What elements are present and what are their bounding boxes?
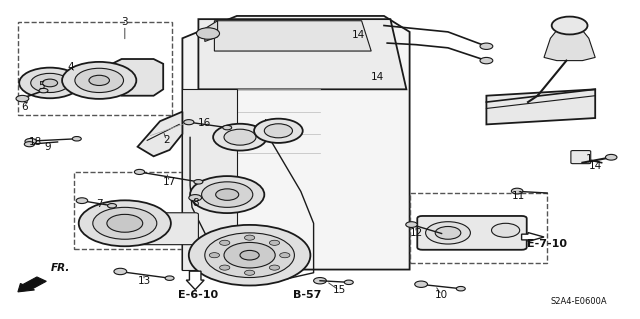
Circle shape	[269, 265, 280, 270]
Polygon shape	[182, 16, 410, 270]
Polygon shape	[205, 21, 218, 41]
Circle shape	[190, 176, 264, 213]
Circle shape	[492, 223, 520, 237]
Text: 10: 10	[435, 290, 448, 300]
Text: 6: 6	[21, 102, 28, 112]
Text: E-7-10: E-7-10	[527, 239, 567, 249]
Text: 5: 5	[38, 81, 45, 91]
Circle shape	[344, 280, 353, 285]
Circle shape	[244, 270, 255, 275]
Circle shape	[244, 235, 255, 240]
Text: B-57: B-57	[293, 290, 321, 300]
Text: 16: 16	[198, 118, 211, 128]
Circle shape	[223, 125, 232, 130]
Text: 14: 14	[371, 71, 384, 82]
Text: 12: 12	[410, 228, 422, 238]
Circle shape	[19, 68, 81, 98]
Circle shape	[216, 189, 239, 200]
Circle shape	[196, 28, 220, 39]
Text: 17: 17	[163, 177, 176, 187]
Circle shape	[16, 95, 29, 102]
Circle shape	[194, 180, 203, 184]
Circle shape	[220, 265, 230, 270]
Circle shape	[42, 79, 58, 87]
Circle shape	[134, 169, 145, 174]
Circle shape	[189, 195, 202, 201]
Circle shape	[107, 214, 143, 232]
Bar	[410, 193, 547, 263]
Circle shape	[108, 204, 116, 208]
Circle shape	[314, 278, 326, 284]
Circle shape	[75, 68, 124, 93]
FancyArrow shape	[522, 233, 544, 241]
Text: 18: 18	[29, 137, 42, 147]
Text: 4: 4	[67, 62, 74, 72]
Circle shape	[213, 124, 267, 151]
Circle shape	[280, 253, 290, 258]
Circle shape	[406, 222, 417, 227]
Polygon shape	[544, 30, 595, 61]
Circle shape	[72, 137, 81, 141]
Circle shape	[39, 88, 48, 93]
Circle shape	[480, 43, 493, 49]
Circle shape	[31, 73, 69, 93]
Text: 14: 14	[352, 30, 365, 40]
Text: 14: 14	[589, 161, 602, 171]
Circle shape	[189, 225, 310, 286]
Text: FR.: FR.	[51, 263, 70, 273]
Polygon shape	[214, 21, 371, 51]
Circle shape	[240, 250, 259, 260]
Circle shape	[114, 268, 127, 275]
Circle shape	[79, 200, 171, 246]
FancyBboxPatch shape	[417, 216, 527, 250]
FancyArrow shape	[18, 277, 46, 292]
Circle shape	[89, 75, 109, 85]
Text: E-6-10: E-6-10	[179, 290, 218, 300]
Text: 8: 8	[192, 197, 198, 208]
Circle shape	[25, 138, 36, 144]
Text: 2: 2	[163, 135, 170, 145]
Polygon shape	[112, 59, 163, 96]
Circle shape	[165, 276, 174, 280]
Polygon shape	[138, 112, 182, 156]
Text: S2A4-E0600A: S2A4-E0600A	[551, 297, 607, 306]
Circle shape	[426, 222, 470, 244]
FancyBboxPatch shape	[571, 151, 591, 164]
Text: 9: 9	[45, 142, 51, 152]
Polygon shape	[198, 19, 406, 89]
Circle shape	[93, 207, 157, 239]
Circle shape	[184, 120, 194, 125]
Circle shape	[224, 242, 275, 268]
Circle shape	[269, 240, 280, 245]
Circle shape	[552, 17, 588, 34]
Circle shape	[605, 154, 617, 160]
Text: 7: 7	[96, 199, 102, 209]
Circle shape	[415, 281, 428, 287]
Circle shape	[511, 188, 523, 194]
FancyBboxPatch shape	[109, 213, 198, 245]
Bar	[74, 172, 208, 249]
Circle shape	[220, 240, 230, 245]
Circle shape	[202, 182, 253, 207]
Circle shape	[456, 286, 465, 291]
Circle shape	[205, 233, 294, 278]
Circle shape	[435, 226, 461, 239]
Text: 15: 15	[333, 285, 346, 295]
Text: 13: 13	[138, 276, 150, 286]
Circle shape	[480, 57, 493, 64]
Circle shape	[24, 142, 35, 147]
Circle shape	[76, 198, 88, 204]
Polygon shape	[486, 89, 595, 124]
Circle shape	[254, 119, 303, 143]
Polygon shape	[182, 89, 237, 270]
Circle shape	[224, 129, 256, 145]
Circle shape	[62, 62, 136, 99]
Text: 11: 11	[512, 191, 525, 201]
FancyArrow shape	[186, 271, 204, 290]
Bar	[18, 22, 172, 115]
Circle shape	[264, 124, 292, 138]
Text: 3: 3	[122, 17, 128, 27]
Text: 1: 1	[586, 154, 592, 165]
Circle shape	[209, 253, 220, 258]
